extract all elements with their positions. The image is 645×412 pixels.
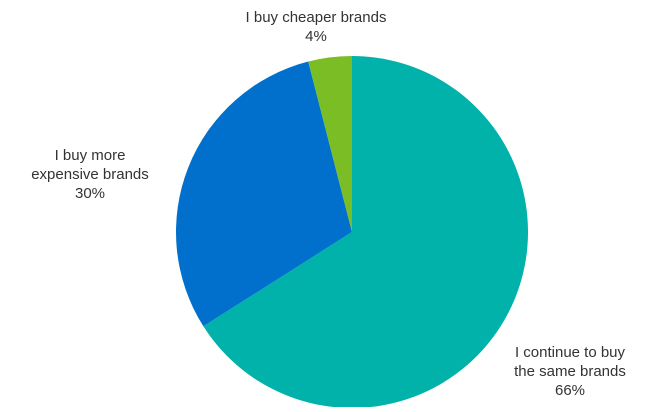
pie-labels: I continue to buy the same brands 66% I buy… [31,9,626,399]
pie-slice-i-buy-more-expensive-brands [175,61,352,327]
slice-name-line: I buy cheaper brands [246,9,387,26]
slice-value-label: 30% [75,185,105,202]
slice-name-line: I buy more [55,147,126,164]
slice-name-line: the same brands [514,363,626,380]
slice-label-i-buy-more-expensive-brands: I buy more expensive brands 30% [31,147,149,202]
slice-name-line: expensive brands [31,166,149,183]
pie-slice-i-buy-cheaper-brands [308,56,352,232]
slice-label-i-buy-cheaper-brands: I buy cheaper brands 4% [246,9,387,45]
slice-name-line: I continue to buy [515,344,626,361]
pie-slices [175,56,528,408]
pie-slice-i-continue-to-buy-the-same-brands [203,56,528,408]
slice-value-label: 66% [555,382,585,399]
slice-value-label: 4% [305,28,327,45]
slice-label-i-continue-to-buy-the-same-brands: I continue to buy the same brands 66% [514,344,626,399]
